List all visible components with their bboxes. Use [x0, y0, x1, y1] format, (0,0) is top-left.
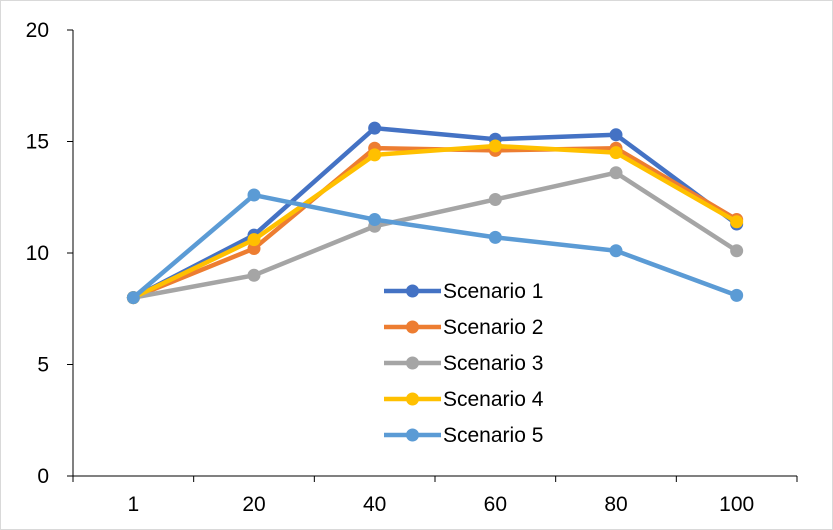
series-line	[131, 192, 739, 300]
x-tick-label: 20	[242, 493, 265, 516]
series-3	[126, 166, 744, 305]
legend-marker	[406, 356, 419, 370]
legend-entry: Scenario 4	[384, 388, 544, 411]
legend-entry: Scenario 1	[384, 280, 543, 303]
data-point	[368, 213, 382, 227]
y-tick-label: 20	[26, 19, 49, 42]
data-point	[126, 291, 140, 305]
legend-label: Scenario 1	[443, 280, 543, 303]
data-point	[247, 242, 261, 256]
data-point	[609, 128, 623, 142]
y-tick-label: 15	[26, 131, 49, 154]
legend-entry: Scenario 2	[384, 316, 543, 339]
y-tick-label: 5	[37, 354, 49, 377]
legend-label: Scenario 4	[443, 388, 544, 411]
data-point	[488, 230, 502, 244]
series-line	[131, 125, 739, 300]
legend-marker	[406, 392, 419, 406]
legend-entry: Scenario 5	[384, 424, 543, 447]
legend: Scenario 1 Scenario 2 Scenario 3 Scenario 4…	[384, 280, 544, 447]
y-axis-ticks: 0 5 10 15 20	[26, 19, 73, 488]
data-point	[609, 244, 623, 258]
data-point	[368, 148, 382, 162]
data-point	[247, 233, 261, 247]
data-point	[730, 244, 744, 258]
data-point	[609, 146, 623, 160]
x-tick-label: 1	[127, 493, 139, 516]
legend-marker	[406, 284, 419, 298]
x-tick-label: 100	[719, 493, 754, 516]
data-point	[247, 188, 261, 202]
legend-label: Scenario 5	[443, 424, 543, 447]
data-point	[368, 121, 382, 135]
x-tick-label: 80	[604, 493, 627, 516]
series-line	[131, 143, 739, 300]
legend-label: Scenario 2	[443, 316, 543, 339]
legend-label: Scenario 3	[443, 352, 543, 375]
series-5	[126, 188, 744, 305]
series-lines	[126, 121, 744, 305]
data-point	[247, 268, 261, 282]
data-point	[488, 139, 502, 153]
series-line	[131, 170, 739, 300]
data-point	[730, 288, 744, 302]
legend-marker	[406, 320, 419, 334]
x-tick-label: 60	[484, 493, 507, 516]
data-point	[730, 215, 744, 229]
y-tick-label: 10	[26, 242, 49, 265]
data-point	[609, 166, 623, 180]
x-tick-label: 40	[363, 493, 386, 516]
legend-marker	[406, 428, 419, 442]
axes	[72, 30, 797, 477]
x-axis-ticks: 1 20 40 60 80 100	[72, 476, 798, 516]
y-tick-label: 0	[37, 465, 49, 488]
legend-entry: Scenario 3	[384, 352, 543, 375]
data-point	[488, 192, 502, 206]
